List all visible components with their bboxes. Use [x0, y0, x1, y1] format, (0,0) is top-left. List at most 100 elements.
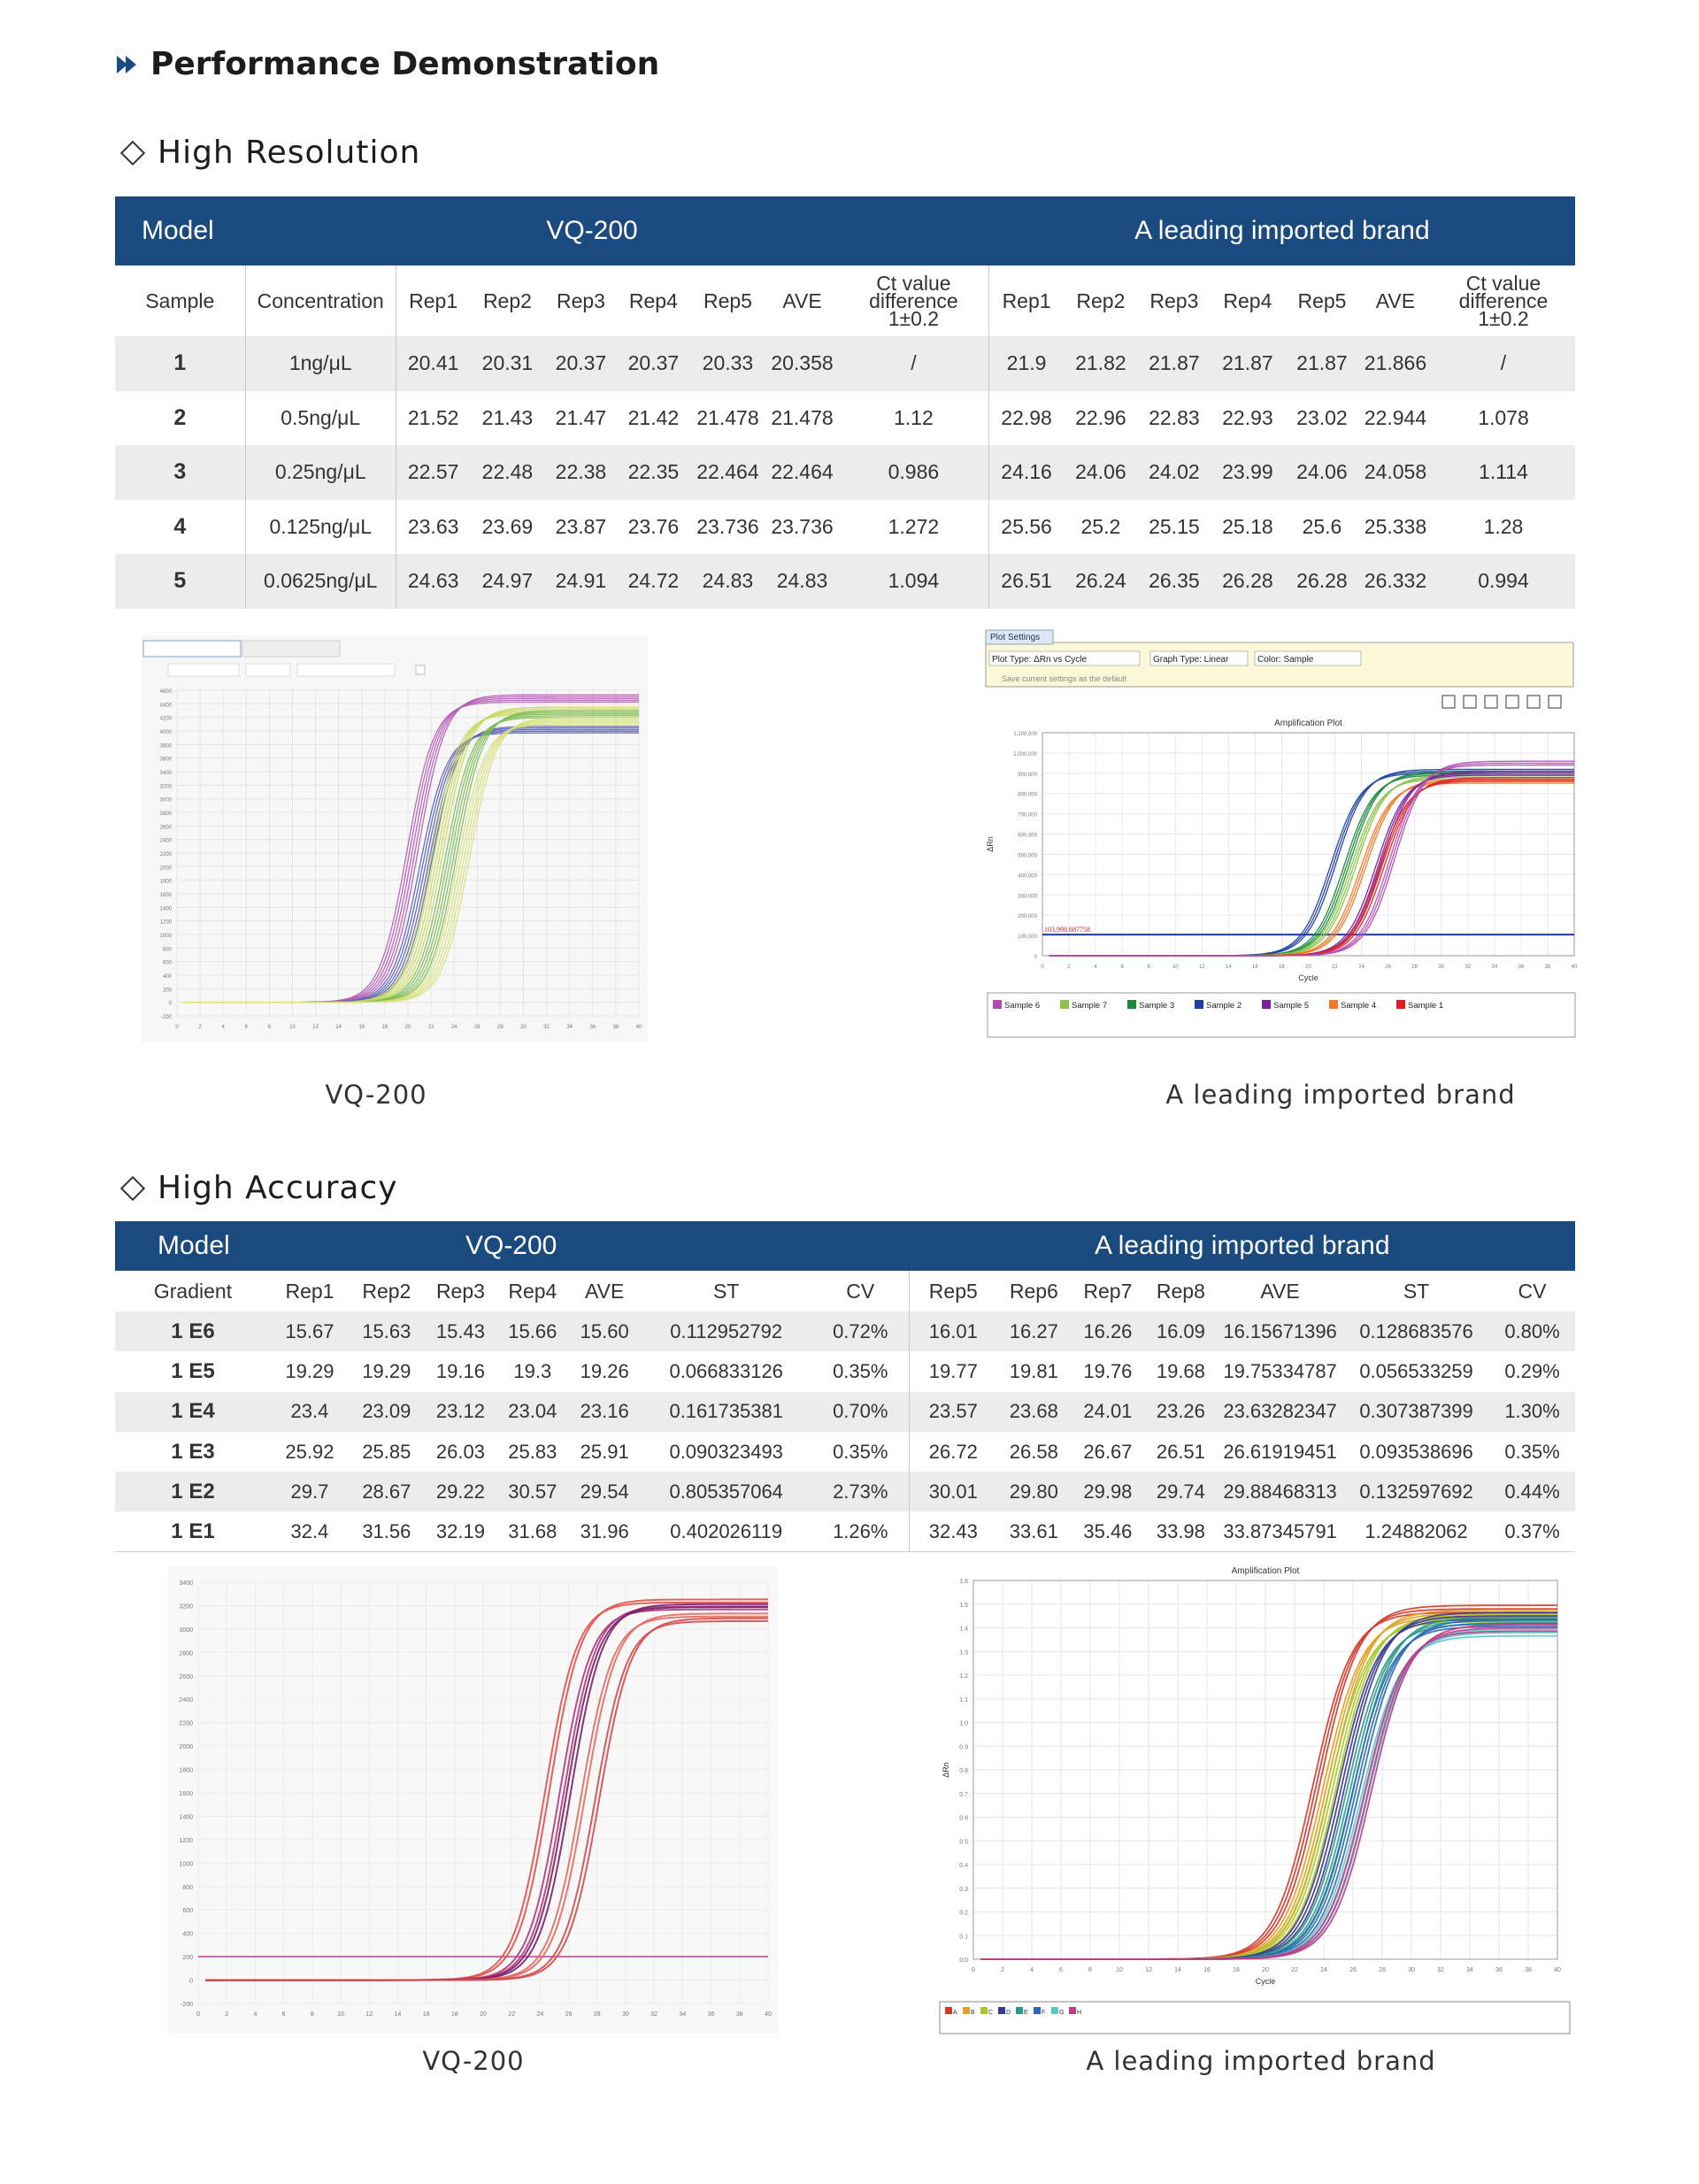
imported-accuracy-chart: 0.0 0.1 0.2 0.3 0.4 0.5 0.6 0.7 0.8 0.9 1.0 1.1 1.2 1…: [938, 1565, 1575, 2034]
column-header: Rep5: [909, 1271, 997, 1311]
value-cell: 24.83: [689, 554, 766, 609]
tab-amplification[interactable]: [142, 640, 242, 658]
value-cell: 23.16: [568, 1391, 641, 1432]
x-tick-label: 36: [1495, 1967, 1503, 1973]
legend-label: Sample 2: [1206, 1001, 1242, 1011]
tab-melt[interactable]: [242, 640, 341, 658]
x-tick-label: 22: [508, 2011, 515, 2018]
y-tick-label: 1.3: [959, 1650, 968, 1656]
y-tick-label: 1400: [179, 1814, 193, 1820]
value-cell: 24.91: [544, 554, 618, 609]
x-tick-label: 32: [650, 2011, 657, 2018]
y-tick-label: 2400: [179, 1697, 193, 1703]
y-tick-label: 2400: [160, 839, 173, 844]
value-cell: 31.56: [348, 1511, 425, 1553]
y-tick-label: 0: [1034, 955, 1038, 960]
export-icon[interactable]: [1505, 695, 1519, 709]
plot-area: -200020040060080010001200140016001800200…: [142, 680, 648, 1042]
settings-dropdown-label: Color: Sample: [1257, 655, 1314, 665]
resolution-table: Model VQ-200 A leading imported brand Sa…: [115, 196, 1575, 609]
chart-icon[interactable]: [1526, 695, 1541, 709]
y-tick-label: 0.4: [959, 1863, 968, 1869]
chart-background: [168, 1566, 779, 2034]
value-cell: 1.24882062: [1343, 1511, 1490, 1553]
sample-cell: 2: [115, 390, 246, 445]
value-cell: 24.058: [1358, 445, 1432, 500]
legend-swatch: [1329, 1000, 1338, 1009]
model-a-header: VQ-200: [270, 1221, 910, 1271]
value-cell: 21.87: [1137, 336, 1211, 391]
value-cell: 33.87345791: [1217, 1511, 1344, 1553]
print-icon[interactable]: [1484, 695, 1498, 709]
y-tick-label: 1.5: [959, 1603, 968, 1609]
diff-cell: 1.114: [1431, 445, 1575, 500]
value-cell: 0.161735381: [640, 1391, 812, 1432]
legend-swatch: [1262, 1000, 1271, 1009]
value-cell: 21.478: [765, 390, 839, 445]
value-cell: 21.87: [1210, 336, 1285, 391]
zoom-out-icon[interactable]: [1463, 695, 1477, 709]
filter-select-1[interactable]: [167, 663, 240, 677]
checkbox[interactable]: [415, 665, 426, 675]
list-icon[interactable]: [1548, 695, 1562, 709]
value-cell: 25.338: [1358, 499, 1432, 554]
y-tick-label: 0.0: [959, 1957, 968, 1964]
x-tick-label: 24: [537, 2011, 544, 2018]
value-cell: 22.83: [1137, 390, 1211, 445]
value-cell: 33.98: [1144, 1511, 1218, 1553]
value-cell: 23.57: [909, 1391, 997, 1432]
x-tick-label: 12: [312, 1025, 319, 1030]
value-cell: 26.61919451: [1217, 1431, 1344, 1473]
filter-select-3[interactable]: [296, 663, 396, 677]
diff-cell: /: [1431, 336, 1575, 391]
zoom-in-icon[interactable]: [1441, 695, 1456, 709]
y-tick-label: 1400: [160, 906, 173, 911]
column-header: Rep3: [424, 1271, 497, 1311]
value-cell: 25.6: [1284, 499, 1359, 554]
sample-cell: 3: [115, 445, 246, 500]
gradient-cell: 1 E2: [115, 1472, 271, 1512]
y-tick-label: 300,000: [1018, 894, 1037, 899]
value-cell: 0.35%: [1489, 1431, 1575, 1473]
settings-dropdown[interactable]: [988, 650, 1141, 666]
vq200-resolution-chart: -200020040060080010001200140016001800200…: [142, 635, 648, 1042]
y-tick-label: 2000: [160, 865, 173, 871]
y-tick-label: 400,000: [1018, 873, 1037, 879]
legend-label: Sample 7: [1072, 1001, 1107, 1011]
value-cell: 1.30%: [1489, 1391, 1575, 1432]
filter-select-2[interactable]: [245, 663, 291, 677]
x-tick-label: 18: [451, 2011, 458, 2018]
settings-dropdown[interactable]: [1149, 650, 1249, 666]
value-cell: 26.28: [1284, 554, 1359, 609]
value-cell: 24.83: [765, 554, 839, 609]
amplification-curve: [980, 1623, 1557, 1960]
value-cell: 20.31: [470, 336, 545, 391]
y-tick-label: 1.1: [959, 1697, 968, 1703]
settings-dropdown[interactable]: [1254, 650, 1362, 666]
x-tick-label: 34: [1466, 1967, 1473, 1973]
concentration-cell: 0.125ng/μL: [244, 499, 396, 554]
y-tick-label: 1800: [179, 1768, 193, 1774]
sample-cell: 1: [115, 336, 246, 391]
column-header: Rep2: [470, 265, 545, 336]
column-header: Rep5: [1284, 265, 1359, 336]
value-cell: 0.066833126: [640, 1351, 812, 1392]
table-row: 3 0.25ng/μL 22.57 22.48 22.38 22.35 22.464 22.4…: [115, 445, 1575, 500]
column-header: Rep2: [1063, 265, 1138, 336]
x-tick-label: 14: [395, 2011, 402, 2018]
value-cell: 0.70%: [811, 1391, 910, 1432]
value-cell: 25.91: [568, 1431, 641, 1473]
x-tick-label: 14: [335, 1025, 342, 1030]
legend-swatch: [1051, 2007, 1058, 2014]
ct-diff-label: Ct value difference: [1458, 272, 1549, 312]
value-cell: 24.01: [1071, 1391, 1145, 1432]
value-cell: 20.33: [689, 336, 766, 391]
save-default-label: Save current settings as the default: [1002, 674, 1127, 683]
x-tick-label: 40: [636, 1025, 642, 1030]
y-tick-label: 3200: [179, 1603, 193, 1610]
chart-background: [142, 680, 648, 1042]
legend-label: F: [1042, 2010, 1045, 2016]
column-header: Rep4: [1210, 265, 1285, 336]
tab-plot-settings[interactable]: [985, 629, 1054, 645]
y-tick-label: 2200: [160, 852, 173, 857]
